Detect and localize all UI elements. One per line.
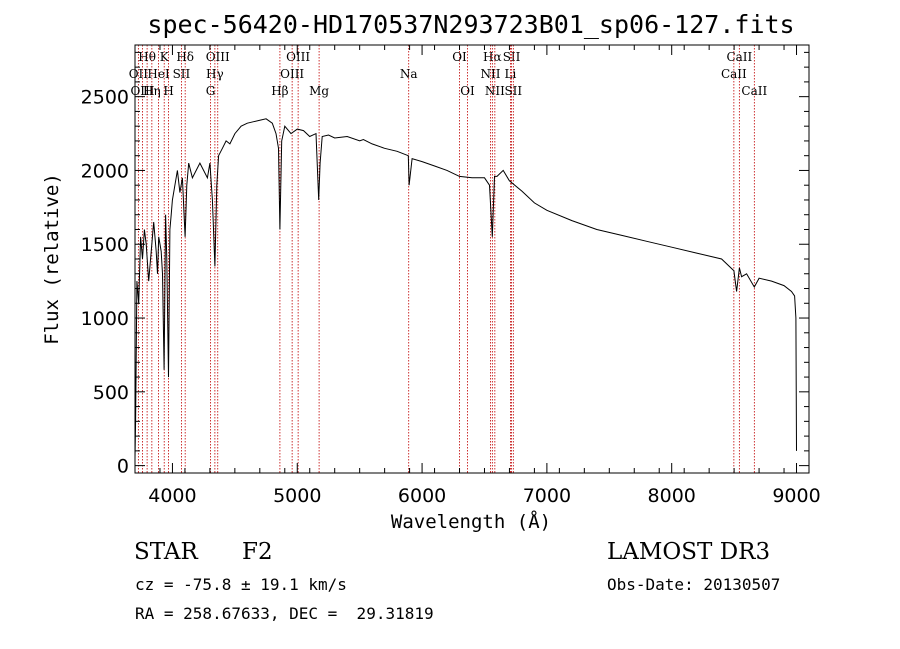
spectral-line-label: NII [480,67,500,81]
spectral-line-label: Li [505,67,517,81]
object-subclass: F2 [242,539,273,565]
spectral-line-label: OI [452,50,467,64]
spectral-line-label: Hγ [206,67,224,81]
spectral-line-label: SII [503,50,521,64]
spectral-line-label: Mg [309,84,329,98]
spectral-line-label: CaII [726,50,752,64]
spectral-line-label: OIII [286,50,310,64]
spectral-line-label: Hβ [271,84,288,98]
coordinates-text: RA = 258.67633, DEC = 29.31819 [135,604,434,623]
spectral-line-label: OII [129,67,149,81]
spectral-line-label: SII [173,67,191,81]
spectral-line-label: Hα [483,50,502,64]
object-class: STAR [134,539,198,565]
x-tick-label: 8000 [648,485,696,507]
chart-title: spec-56420-HD170537N293723B01_sp06-127.f… [147,10,794,39]
y-tick-label: 1000 [81,308,129,330]
redshift-text: cz = -75.8 ± 19.1 km/s [135,575,347,594]
spectral-line-label: Hη [143,84,161,98]
spectral-line-label: G [206,84,216,98]
spectral-line-label: OI [460,84,475,98]
spectral-line-label: OIII [130,84,154,98]
flux-series-line [134,118,797,459]
y-tick-label: 500 [93,382,129,404]
spectral-line-label: NII [485,84,505,98]
spectral-line-label: CaII [721,67,747,81]
x-axis-label: Wavelength (Å) [391,510,551,533]
spectral-line-label: SII [504,84,522,98]
y-axis-label: Flux (relative) [41,173,63,345]
x-tick-label: 9000 [772,485,820,507]
spectral-line-label: Na [400,67,418,81]
x-tick-label: 4000 [148,485,196,507]
spectral-line-label: Hδ [176,50,194,64]
y-tick-label: 1500 [81,234,129,256]
obs-date-text: Obs-Date: 20130507 [607,575,781,594]
y-tick-label: 2500 [81,87,129,109]
spectral-line-label: H [163,84,173,98]
y-tick-label: 0 [117,456,129,478]
spectral-line-label: HeI [147,67,170,81]
x-tick-label: 7000 [523,485,571,507]
spectral-line-label: K [160,50,170,64]
spectral-line-label: Hθ [138,50,156,64]
y-tick-label: 2000 [81,160,129,182]
plot-frame [134,44,810,474]
spectral-line-label: OIII [206,50,230,64]
x-tick-label: 6000 [398,485,446,507]
spectral-line-label: CaII [741,84,767,98]
x-tick-label: 5000 [273,485,321,507]
survey-name: LAMOST DR3 [607,539,771,565]
spectral-line-label: OIII [280,67,304,81]
axis-ticks: 4000 5000 6000 7000 8000 9000 0 500 1000 1500 2000… [81,45,821,507]
